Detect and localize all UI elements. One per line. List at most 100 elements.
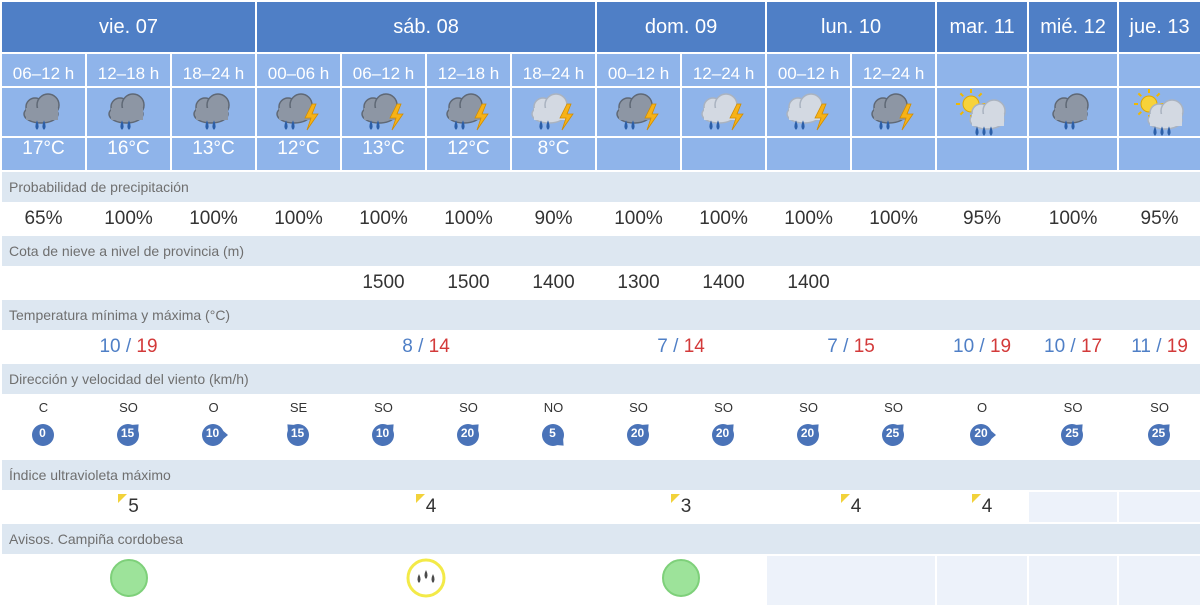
min-temp: 10 [99,336,121,357]
uv-cell: 3 [595,490,768,524]
precip-value: 100% [680,202,768,236]
wind-direction: SO [1150,400,1169,415]
precip-value: 100% [340,202,427,236]
avisos-label: Avisos. Campiña cordobesa [0,522,1200,556]
day-header[interactable]: mié. 12 [1027,0,1120,54]
snow-row: 1500 1500 1400 1300 1400 1400 [0,266,1200,300]
period-temperature [595,136,683,172]
wind-speed: 20 [630,426,645,440]
minmax-separator: / [667,336,684,357]
precip-value: 100% [425,202,512,236]
wind-label-row: Dirección y velocidad del viento (km/h) [0,362,1200,396]
period-row: 06–12 h 12–18 h 18–24 h 00–06 h 06–12 h 12–18… [0,52,1200,88]
storm-cloud-icon [257,88,340,136]
snow-level-value [935,266,1030,300]
uv-index: 4 [415,494,436,518]
wind-arrow-icon [456,424,479,446]
avisos-row [0,554,1200,607]
storm-cloud-light-icon [682,88,765,136]
snow-label: Cota de nieve a nivel de provincia (m) [0,234,1200,268]
aviso-cell[interactable] [254,554,598,607]
wind-cell: NO 5 [509,394,598,460]
weather-icon-cell [509,86,598,138]
period-label: 00–06 h [255,52,342,88]
wind-speed: 25 [885,426,900,440]
period-temperature: 13°C [170,136,257,172]
precip-value: 95% [1117,202,1200,236]
wind-speed: 15 [290,426,305,440]
wind-cell: SO 25 [1117,394,1200,460]
snow-level-value [1027,266,1120,300]
weather-icon-cell [340,86,427,138]
min-temp: 7 [657,336,668,357]
wind-speed: 10 [375,426,390,440]
precip-label: Probabilidad de precipitación [0,170,1200,204]
rain-cloud-icon [87,88,170,136]
wind-direction: SO [799,400,818,415]
precip-value: 100% [85,202,172,236]
uv-cell: 4 [935,490,1030,524]
day-header[interactable]: sáb. 08 [254,0,598,54]
period-label [935,52,1030,88]
max-temp: 19 [1166,336,1188,357]
weather-icon-cell [85,86,172,138]
wind-direction: O [208,400,219,415]
uv-label: Índice ultravioleta máximo [0,458,1200,492]
day-header[interactable]: jue. 13 [1117,0,1200,54]
period-label: 12–18 h [85,52,172,88]
wind-speed: 10 [205,426,220,440]
weather-icon-cell [595,86,683,138]
minmax-separator: / [974,336,990,357]
wind-cell: SE 15 [255,394,342,460]
minmax-separator: / [837,336,854,357]
minmax-cell: 11 / 19 [1117,330,1200,364]
uv-row: 5 4 3 4 4 [0,490,1200,524]
wind-row: C 0 SO 15 O 10 SE 15 SO 10 SO 20 NO 5 SO 20 SO 20 SO 20 SO 25… [0,394,1200,460]
uv-index: 3 [670,494,692,518]
storm-cloud-light-icon [512,88,595,136]
wind-direction: SE [289,400,308,415]
wind-direction: O [977,400,988,415]
uv-level-flag-icon [971,494,981,503]
period-label: 12–24 h [850,52,938,88]
period-label: 18–24 h [170,52,257,88]
aviso-cell[interactable] [0,554,257,607]
precip-label-row: Probabilidad de precipitación [0,170,1200,204]
minmax-cell: 7 / 14 [595,330,768,364]
period-temperature: 8°C [509,136,598,172]
weather-icon-cell [680,86,768,138]
wind-arrow-icon [1147,424,1170,446]
wind-speed: 15 [120,426,135,440]
minmax-cell: 7 / 15 [765,330,938,364]
day-header[interactable]: mar. 11 [935,0,1030,54]
precip-row: 65% 100% 100% 100% 100% 100% 90% 100% 100% 100% 10… [0,202,1200,236]
sun-rain-cloud-icon [1119,88,1200,136]
aviso-cell [765,554,938,607]
period-temperature: 17°C [0,136,87,172]
min-temp: 7 [827,336,838,357]
precip-value: 100% [850,202,938,236]
storm-cloud-icon [852,88,935,136]
wind-cell: SO 20 [595,394,683,460]
wind-direction: SO [714,400,733,415]
uv-value: 3 [680,496,692,517]
day-header[interactable]: vie. 07 [0,0,257,54]
snow-level-value [0,266,87,300]
wind-speed-badge: 10 [369,419,399,449]
uv-index: 4 [840,494,861,518]
wind-arrow-icon [796,424,819,446]
day-header[interactable]: lun. 10 [765,0,938,54]
min-temp: 11 [1131,336,1151,357]
min-temp: 10 [953,336,975,357]
wind-cell: SO 20 [765,394,853,460]
snow-level-value [85,266,172,300]
aviso-cell[interactable] [595,554,768,607]
period-temperature [1027,136,1120,172]
period-temperature [680,136,768,172]
minmax-cell: 8 / 14 [254,330,598,364]
day-header[interactable]: dom. 09 [595,0,768,54]
wind-direction: NO [543,400,564,415]
wind-arrow-icon [970,424,997,446]
wind-speed-badge: 15 [284,419,314,449]
no-warning-icon [109,559,148,597]
